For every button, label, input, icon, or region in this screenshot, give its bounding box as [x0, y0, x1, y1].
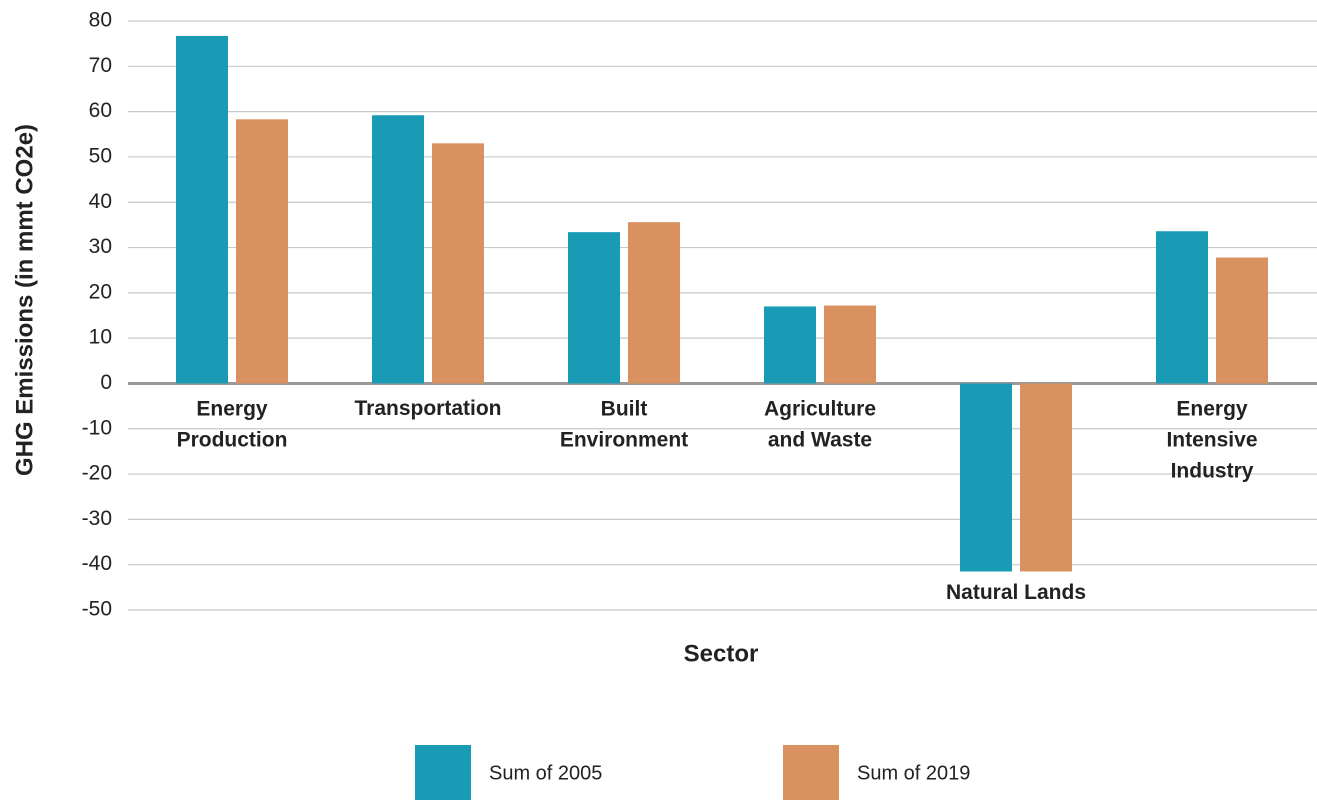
bar: [432, 143, 484, 384]
y-tick-label: 20: [89, 280, 112, 303]
y-tick-label: -10: [82, 416, 112, 439]
bar: [764, 306, 816, 384]
legend-label: Sum of 2019: [857, 762, 970, 784]
y-tick-label: 40: [89, 190, 112, 213]
x-tick-label: Energy Production: [177, 397, 288, 451]
x-tick-label: Transportation: [354, 397, 501, 420]
x-axis-title: Sector: [684, 640, 759, 667]
bar: [628, 222, 680, 384]
y-tick-label: 70: [89, 54, 112, 77]
bar: [824, 305, 876, 384]
legend-swatch: [415, 745, 471, 800]
bar: [1156, 231, 1208, 384]
y-tick-label: -30: [82, 507, 112, 530]
y-tick-label: -50: [82, 598, 112, 621]
bar: [960, 383, 1012, 572]
y-tick-label: 80: [89, 9, 112, 32]
y-tick-label: 10: [89, 326, 112, 349]
legend-label: Sum of 2005: [489, 762, 602, 784]
bar: [372, 115, 424, 384]
legend-swatch: [783, 745, 839, 800]
x-tick-label: Built Environment: [560, 397, 688, 451]
y-axis-title: GHG Emissions (in mmt CO2e): [11, 124, 38, 476]
bar: [236, 119, 288, 384]
bar: [568, 232, 620, 384]
y-tick-label: 30: [89, 235, 112, 258]
y-tick-label: 60: [89, 99, 112, 122]
x-tick-label: Natural Lands: [946, 581, 1086, 604]
bar: [1216, 257, 1268, 384]
y-tick-label: -40: [82, 552, 112, 575]
x-tick-label: Energy Intensive Industry: [1166, 397, 1257, 482]
bar: [176, 35, 228, 384]
y-tick-label: 50: [89, 144, 112, 167]
bar: [1020, 383, 1072, 572]
y-tick-label: 0: [100, 371, 112, 394]
y-tick-label: -20: [82, 462, 112, 485]
x-tick-label: Agriculture and Waste: [764, 397, 876, 451]
